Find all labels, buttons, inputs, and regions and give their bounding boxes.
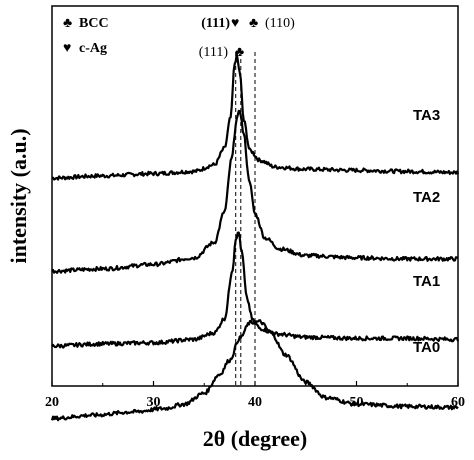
legend-label: c-Ag bbox=[79, 41, 107, 56]
series-line-ta3 bbox=[51, 52, 460, 181]
x-tick-label: 60 bbox=[451, 395, 465, 410]
club-icon: ♣ bbox=[235, 45, 244, 60]
legend-label: BCC bbox=[79, 16, 109, 31]
x-axis-title: 2θ (degree) bbox=[203, 426, 308, 451]
series-label-ta0: TA0 bbox=[413, 339, 440, 356]
reference-lines bbox=[235, 52, 256, 386]
club-icon: ♣ bbox=[249, 16, 258, 31]
x-tick-label: 30 bbox=[147, 395, 161, 410]
series-line-ta2 bbox=[51, 109, 459, 274]
peak-label: (111) bbox=[201, 16, 230, 31]
legend: ♣ BCC ♥ c-Ag bbox=[63, 16, 109, 56]
series-label-ta2: TA2 bbox=[413, 189, 440, 206]
x-tick-label: 40 bbox=[248, 395, 262, 410]
heart-icon: ♥ bbox=[63, 41, 71, 56]
series-labels: TA3 TA2 TA1 TA0 bbox=[413, 107, 440, 356]
series-line-ta0 bbox=[50, 319, 459, 422]
peak-label: (111) bbox=[199, 45, 229, 60]
heart-icon: ♥ bbox=[231, 16, 239, 31]
y-axis-title: intensity (a.u.) bbox=[6, 128, 31, 263]
x-tick-label: 20 bbox=[45, 395, 59, 410]
series-layer bbox=[50, 52, 460, 422]
x-ticks: 20 30 40 50 60 bbox=[45, 381, 465, 410]
peak-annotations: (111) ♥ ♣ (110) (111) ♣ bbox=[199, 16, 295, 60]
peak-label: (110) bbox=[265, 16, 295, 31]
x-tick-label: 50 bbox=[350, 395, 364, 410]
series-label-ta3: TA3 bbox=[413, 107, 440, 124]
club-icon: ♣ bbox=[63, 16, 72, 31]
series-label-ta1: TA1 bbox=[413, 273, 440, 290]
